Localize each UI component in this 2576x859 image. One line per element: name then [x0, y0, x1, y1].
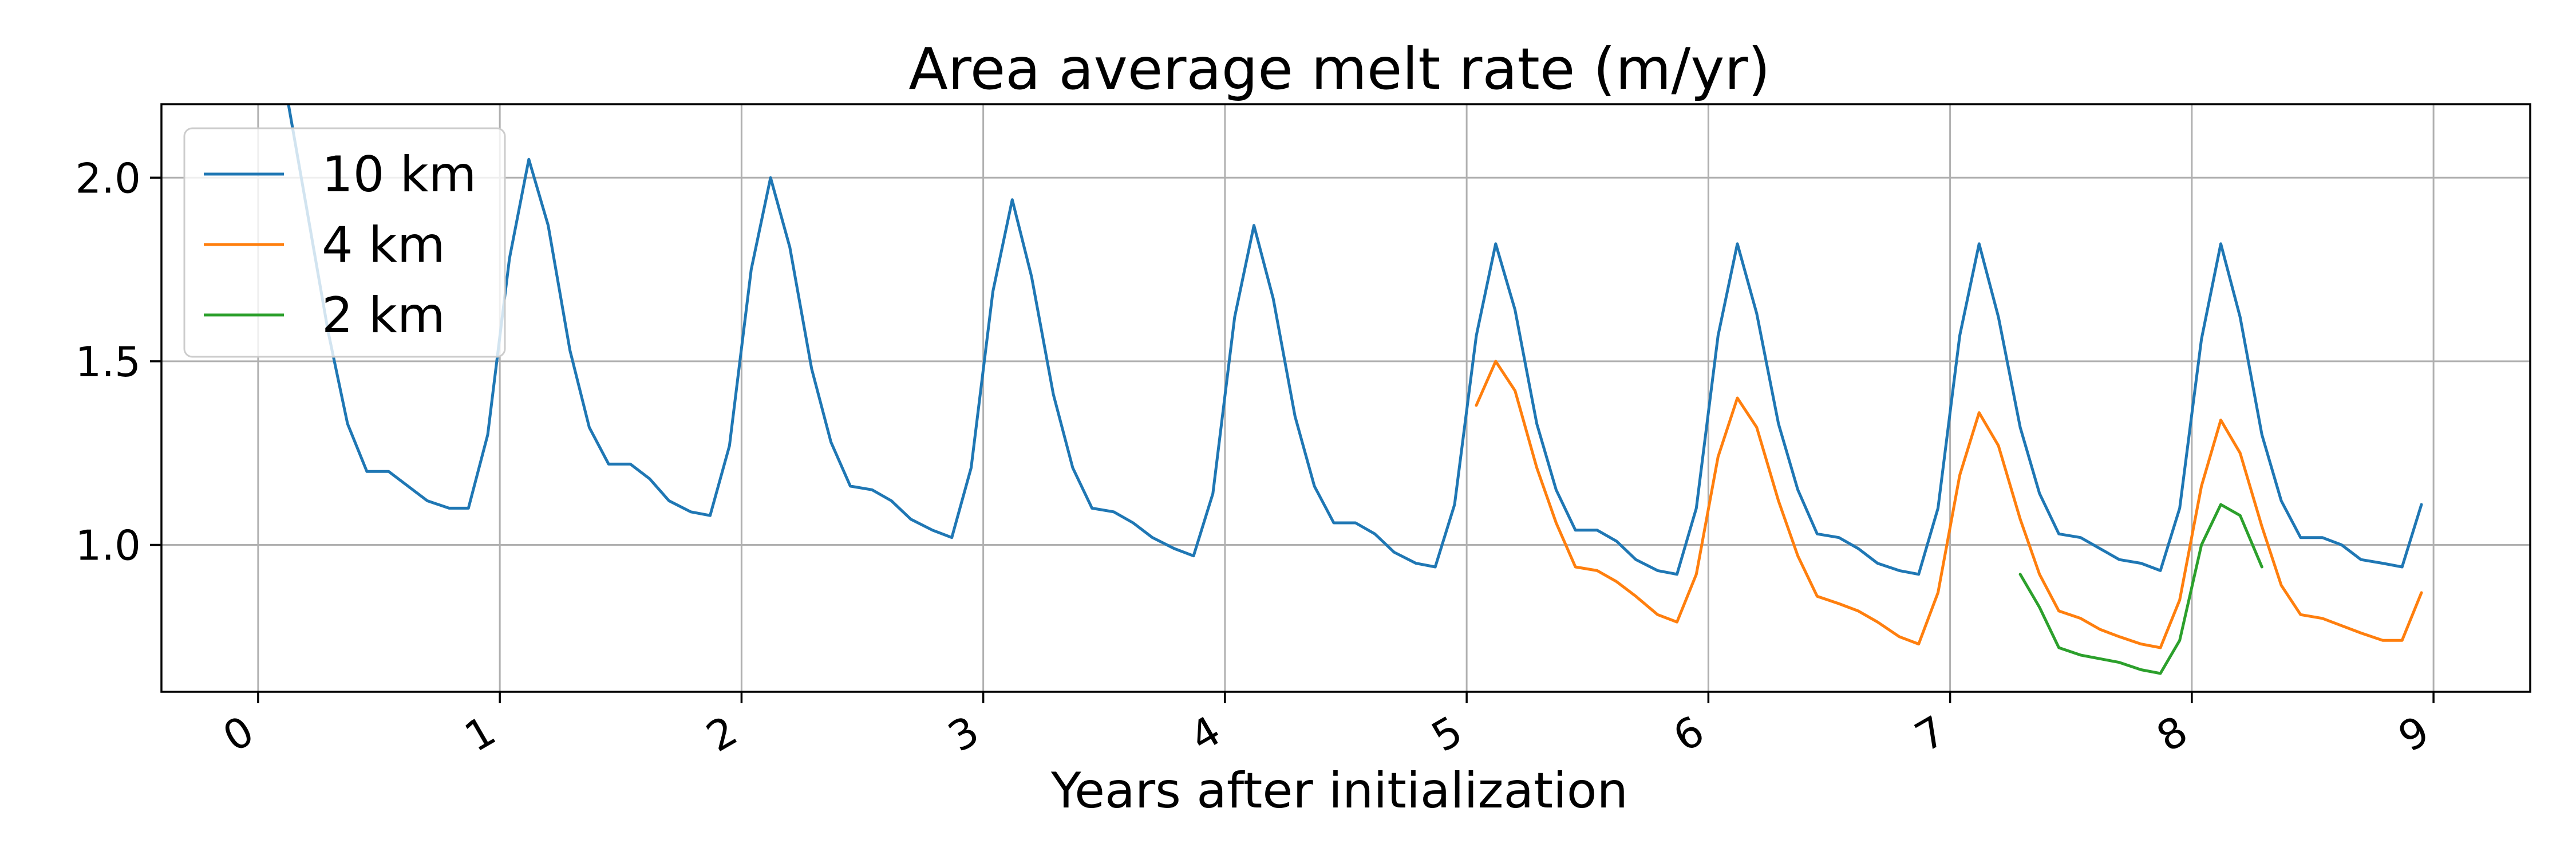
series-line-4km	[1475, 360, 2423, 649]
legend: 10 km 4 km 2 km	[183, 127, 506, 358]
plot-frame	[160, 103, 2531, 693]
legend-box	[183, 127, 506, 358]
y-tick-label: 1.0	[75, 522, 141, 570]
y-tick-label: 2.0	[75, 154, 141, 202]
chart-title: Area average melt rate (m/yr)	[908, 36, 1770, 103]
y-tick-label: 1.5	[75, 338, 141, 386]
plot-series	[287, 104, 2423, 675]
legend-label-4km: 4 km	[322, 216, 445, 274]
y-axis-ticks: 1.0 1.5 2.0	[75, 154, 161, 570]
x-axis-label: Years after initialization	[1050, 762, 1628, 819]
series-line-10km	[287, 104, 2423, 576]
legend-label-2km: 2 km	[322, 287, 445, 344]
legend-label-10km: 10 km	[322, 146, 476, 203]
series-line-2km	[2018, 503, 2263, 675]
grid-lines	[161, 104, 2530, 692]
